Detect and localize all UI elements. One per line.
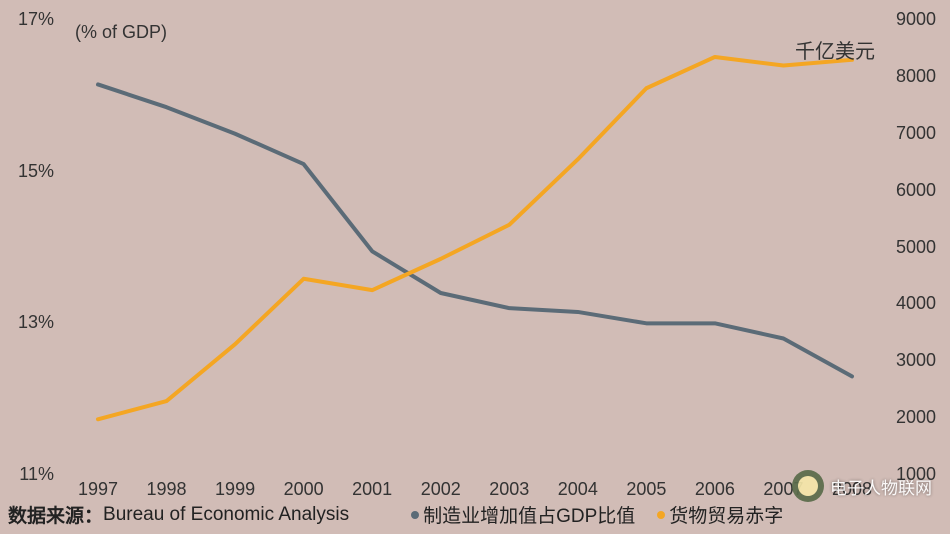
- y-left-tick-label: 13%: [4, 312, 54, 333]
- watermark-text: 电子人物联网: [830, 474, 932, 499]
- legend-marker-series-1: [657, 511, 665, 519]
- watermark: 电子人物联网: [792, 470, 932, 502]
- chart-container: 11%13%15%17% 100020003000400050006000700…: [0, 0, 950, 534]
- x-tick-label: 2000: [274, 479, 334, 500]
- x-tick-label: 2006: [685, 479, 745, 500]
- legend-label-series-0: 制造业增加值占GDP比值: [423, 501, 635, 528]
- x-tick-label: 2001: [342, 479, 402, 500]
- y-left-tick-label: 17%: [4, 9, 54, 30]
- x-tick-label: 2003: [479, 479, 539, 500]
- source-legend-bar: 数据来源： Bureau of Economic Analysis 制造业增加值…: [8, 501, 948, 528]
- y-right-tick-label: 4000: [896, 293, 950, 314]
- y-right-tick-label: 6000: [896, 180, 950, 201]
- legend-marker-series-0: [411, 511, 419, 519]
- y-left-tick-label: 11%: [4, 464, 54, 485]
- y-right-tick-label: 7000: [896, 123, 950, 144]
- y-right-tick-label: 2000: [896, 407, 950, 428]
- y-right-unit-label: 千亿美元: [795, 35, 875, 64]
- x-tick-label: 2004: [548, 479, 608, 500]
- y-right-tick-label: 8000: [896, 66, 950, 87]
- x-tick-label: 2002: [411, 479, 471, 500]
- x-tick-label: 1997: [68, 479, 128, 500]
- y-right-tick-label: 5000: [896, 237, 950, 258]
- source-prefix: 数据来源：: [8, 501, 103, 528]
- y-right-tick-label: 9000: [896, 9, 950, 30]
- y-right-tick-label: 3000: [896, 350, 950, 371]
- legend-label-series-1: 货物贸易赤字: [669, 501, 783, 528]
- x-tick-label: 2005: [616, 479, 676, 500]
- y-left-tick-label: 15%: [4, 161, 54, 182]
- x-tick-label: 1998: [137, 479, 197, 500]
- y-left-unit-label: (% of GDP): [75, 22, 167, 43]
- watermark-icon: [792, 470, 824, 502]
- line-chart: [0, 0, 950, 534]
- x-tick-label: 1999: [205, 479, 265, 500]
- source-text: Bureau of Economic Analysis: [103, 504, 349, 526]
